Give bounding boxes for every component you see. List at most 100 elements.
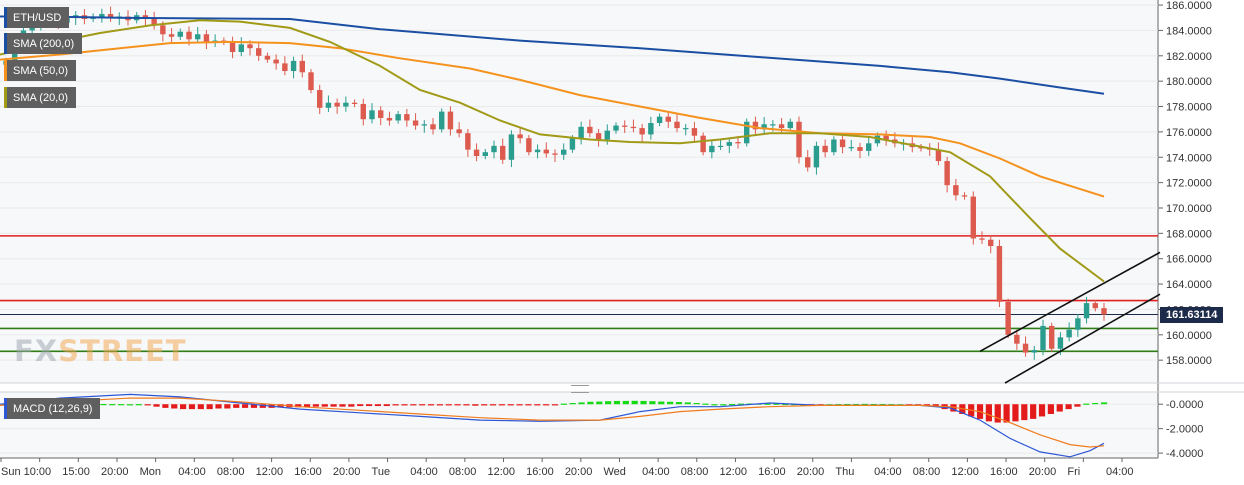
macd-histogram-bar: [259, 404, 266, 408]
candle-body: [970, 196, 976, 239]
candle-body: [360, 103, 366, 120]
candle-body: [299, 60, 305, 73]
macd-histogram-bar: [923, 404, 931, 406]
macd-histogram-bar: [321, 404, 328, 407]
x-tick-label: 20:00: [1029, 466, 1057, 478]
macd-histogram-bar: [861, 403, 869, 406]
legend-swatch: [4, 87, 7, 108]
pane-resize-handle[interactable]: [571, 385, 589, 393]
macd-indicator: [0, 393, 1158, 458]
candle-body: [386, 117, 393, 121]
macd-histogram-bar: [684, 402, 691, 405]
macd-histogram-bar: [985, 404, 992, 422]
channel-line: [1004, 293, 1161, 384]
legend-swatch: [4, 7, 7, 28]
candle-body: [238, 44, 244, 52]
macd-histogram-bar: [1065, 404, 1072, 410]
macd-histogram-bar: [534, 404, 541, 406]
x-tick-label: 08:00: [449, 466, 477, 478]
candle-body: [822, 145, 828, 153]
candle-body: [961, 195, 968, 197]
candle-body: [1049, 325, 1055, 349]
candle-body: [229, 41, 236, 52]
macd-histogram-bar: [1030, 404, 1037, 419]
y-tick-label: 178.0000: [1166, 102, 1212, 114]
macd-histogram-bar: [870, 403, 877, 406]
macd-line: [0, 393, 1105, 458]
candle-body: [151, 19, 157, 26]
candle-body: [857, 147, 863, 151]
candle-body: [1066, 329, 1072, 338]
legend-ethusd[interactable]: ETH/USD: [4, 7, 70, 28]
macd-histogram-bar: [303, 404, 311, 408]
legend-label: ETH/USD: [13, 11, 62, 24]
candle-body: [944, 161, 950, 186]
y-tick-label: 166.0000: [1166, 254, 1212, 266]
y-tick-label: 182.0000: [1166, 51, 1212, 63]
macd-histogram-bar: [1100, 402, 1108, 405]
candle-body: [317, 90, 323, 108]
candle-body: [700, 135, 706, 153]
candle-body: [656, 116, 663, 124]
candle-body: [1075, 318, 1081, 330]
sma-line: [0, 15, 1105, 95]
candle-body: [1031, 350, 1037, 353]
candle-body: [587, 126, 593, 134]
current-price-tag: 161.63114: [1160, 307, 1224, 323]
time-axis-ticks: Sun 10:00 15:00 20:00 Mon 04:00 08:00 12:00 16:0…: [0, 458, 1134, 478]
candle-body: [203, 34, 210, 42]
candle-body: [439, 111, 445, 130]
y-tick-label: 160.0000: [1166, 330, 1212, 342]
legend-sma-200[interactable]: SMA (200,0): [4, 33, 83, 54]
macd-histogram-bar: [569, 403, 576, 405]
macd-histogram-bar: [224, 404, 231, 409]
macd-histogram-bar: [613, 400, 621, 405]
candle-body: [160, 25, 166, 35]
macd-histogram-bar: [330, 404, 337, 407]
candle-body: [735, 142, 741, 144]
macd-histogram-bar: [489, 404, 497, 406]
macd-histogram-bar: [1003, 404, 1010, 423]
candle-body: [1014, 334, 1020, 344]
horizontal-levels: [0, 235, 1158, 353]
y-tick-label: 164.0000: [1166, 279, 1212, 291]
candle-body: [805, 157, 811, 168]
macd-histogram-bar: [100, 403, 107, 406]
macd-tick-label: -2.0000: [1166, 424, 1203, 436]
macd-histogram-bar: [773, 403, 780, 405]
x-tick-label: 16:00: [758, 466, 786, 478]
legend-macd[interactable]: MACD (12,26,9): [4, 398, 101, 419]
macd-histogram-bar: [667, 401, 674, 405]
candle-body: [674, 121, 680, 129]
candle-body: [1101, 308, 1107, 315]
candle-body: [953, 185, 959, 196]
macd-histogram-bar: [410, 404, 417, 406]
macd-histogram-bar: [711, 404, 718, 406]
candle-body: [378, 110, 384, 118]
macd-histogram-bar: [640, 400, 647, 405]
macd-histogram-bar: [312, 404, 320, 407]
legend-sma-50[interactable]: SMA (50,0): [4, 60, 77, 81]
y-tick-label: 174.0000: [1166, 152, 1212, 164]
macd-histogram-bar: [560, 403, 567, 405]
macd-histogram-bar: [852, 403, 860, 406]
macd-histogram-bar: [179, 404, 187, 410]
x-tick-label: 04:00: [410, 466, 438, 478]
macd-histogram-bar: [118, 404, 125, 406]
macd-histogram-bar: [658, 401, 665, 405]
macd-histogram-bar: [994, 404, 1001, 423]
macd-histogram-bar: [702, 403, 709, 405]
candle-body: [421, 124, 427, 126]
candle-body: [935, 149, 942, 162]
x-tick-label: 04:00: [1106, 466, 1134, 478]
x-tick-label: Sun: [1, 466, 21, 478]
legend-sma-20[interactable]: SMA (20,0): [4, 87, 77, 108]
candle-body: [186, 31, 192, 40]
y-tick-label: 168.0000: [1166, 228, 1212, 240]
macd-histogram-bar: [551, 404, 559, 406]
macd-histogram-bar: [622, 400, 629, 405]
macd-histogram-bar: [693, 403, 700, 405]
candle-body: [500, 145, 506, 160]
macd-histogram-bar: [383, 404, 390, 407]
candle-body: [744, 121, 750, 144]
